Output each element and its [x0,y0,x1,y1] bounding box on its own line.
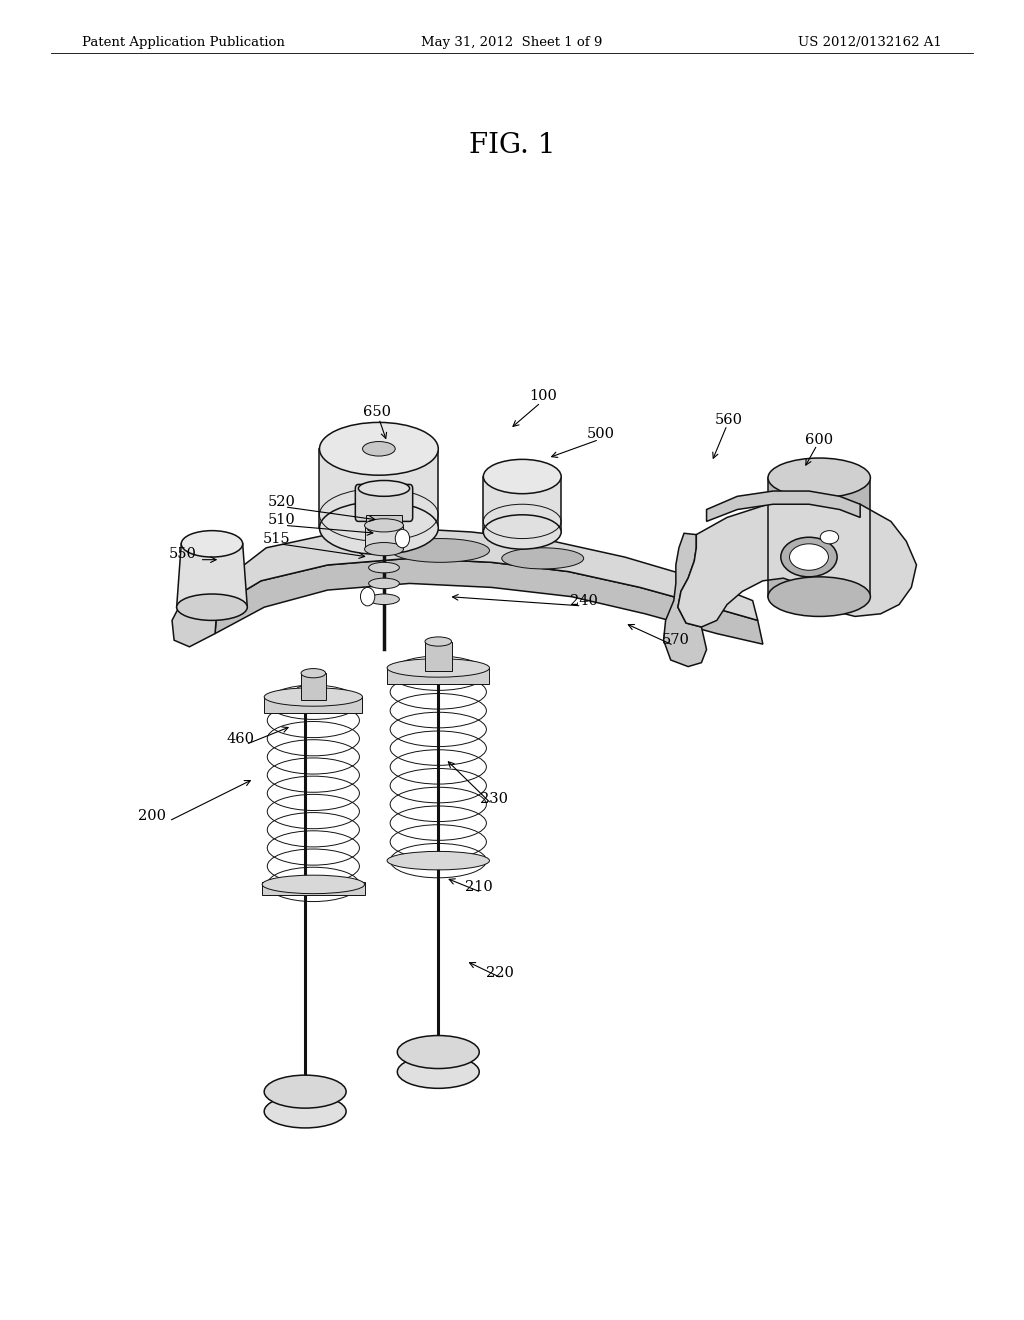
Text: 600: 600 [805,433,834,446]
Bar [425,642,452,671]
Bar [301,673,326,700]
Text: 560: 560 [715,413,743,426]
Text: May 31, 2012  Sheet 1 of 9: May 31, 2012 Sheet 1 of 9 [421,36,603,49]
Polygon shape [707,491,860,521]
Text: 515: 515 [263,532,290,545]
Ellipse shape [397,1056,479,1088]
Ellipse shape [369,562,399,573]
Ellipse shape [264,688,362,706]
Bar [430,659,446,682]
Ellipse shape [781,537,838,577]
Polygon shape [678,499,916,627]
Ellipse shape [319,422,438,475]
Polygon shape [768,478,870,597]
Text: 100: 100 [528,389,557,403]
Ellipse shape [362,441,395,457]
Polygon shape [176,544,248,607]
Text: 650: 650 [362,405,391,418]
Polygon shape [172,583,220,647]
Ellipse shape [369,578,399,589]
Ellipse shape [425,636,452,645]
FancyBboxPatch shape [355,484,413,521]
Ellipse shape [790,544,828,570]
Ellipse shape [820,531,839,544]
Ellipse shape [483,459,561,494]
Ellipse shape [176,594,248,620]
Text: 220: 220 [485,966,514,979]
Ellipse shape [264,1096,346,1127]
Ellipse shape [365,543,403,556]
Text: 510: 510 [267,513,296,527]
Ellipse shape [430,656,446,663]
Text: 240: 240 [569,594,598,607]
Text: 460: 460 [226,733,255,746]
Text: US 2012/0132162 A1: US 2012/0132162 A1 [799,36,942,49]
Ellipse shape [358,480,410,496]
Text: 200: 200 [137,809,166,822]
Ellipse shape [181,531,243,557]
Polygon shape [664,533,707,667]
Ellipse shape [369,594,399,605]
Ellipse shape [391,539,489,562]
Ellipse shape [397,1035,479,1069]
Bar [297,689,313,713]
Bar [387,668,489,684]
Text: 520: 520 [267,495,296,508]
Ellipse shape [387,851,489,870]
Circle shape [360,587,375,606]
Bar [366,515,402,533]
Polygon shape [483,477,561,532]
Ellipse shape [483,515,561,549]
Ellipse shape [301,668,326,678]
Ellipse shape [264,1074,346,1109]
Text: Patent Application Publication: Patent Application Publication [82,36,285,49]
Text: 210: 210 [465,880,494,894]
Ellipse shape [262,875,365,894]
Ellipse shape [387,659,489,677]
Polygon shape [217,528,758,620]
Text: 500: 500 [587,428,615,441]
Text: FIG. 1: FIG. 1 [469,132,555,158]
Bar [365,525,403,549]
Ellipse shape [297,686,313,692]
Ellipse shape [502,548,584,569]
Ellipse shape [768,458,870,498]
Text: 230: 230 [479,792,508,805]
Polygon shape [215,558,763,644]
Bar [264,697,362,713]
Bar [262,882,365,895]
Polygon shape [319,449,438,528]
Ellipse shape [365,519,403,532]
Ellipse shape [319,502,438,554]
Circle shape [395,529,410,548]
Ellipse shape [768,577,870,616]
Text: 570: 570 [662,634,690,647]
Text: 550: 550 [168,548,197,561]
